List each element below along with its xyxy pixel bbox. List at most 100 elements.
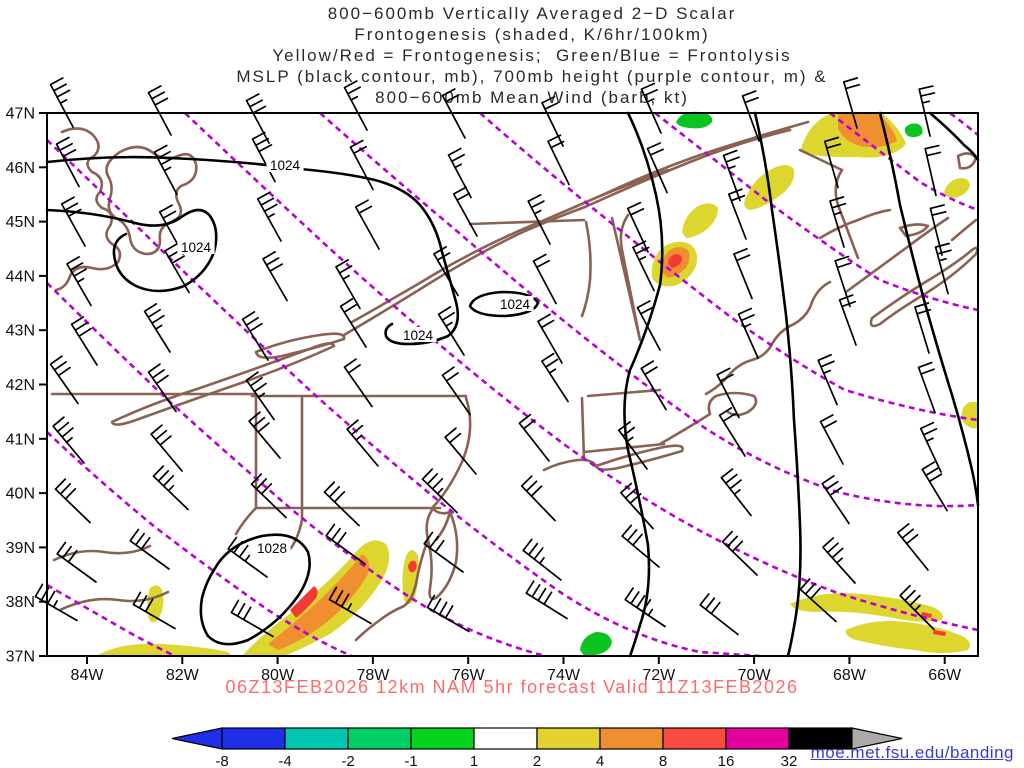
- wind-barb: [245, 93, 270, 144]
- cape-cod: [658, 391, 758, 446]
- shaded-region: [408, 560, 417, 573]
- lon-tick-label: 70W: [738, 667, 772, 684]
- wind-barb: [646, 142, 668, 194]
- height-contour: [479, 112, 979, 422]
- wind-barb: [129, 528, 170, 570]
- long-island: [594, 444, 684, 471]
- shaded-region: [676, 111, 713, 129]
- wind-barb: [716, 367, 740, 419]
- wind-barb: [250, 473, 287, 519]
- mslp-contour-east-4: [928, 111, 980, 162]
- height-contour: [184, 112, 979, 632]
- vt-nh-border: [610, 213, 642, 342]
- ny-pa-border: [50, 392, 468, 398]
- wind-barb: [444, 427, 477, 475]
- wind-barb: [150, 424, 183, 472]
- colorbar-box: [410, 727, 475, 750]
- wv-border: [286, 394, 304, 554]
- shaded-region: [290, 586, 318, 618]
- wind-barb: [718, 407, 746, 457]
- wind-barb: [248, 411, 281, 459]
- colorbar-box: [221, 727, 286, 750]
- wind-barb: [49, 77, 74, 128]
- wind-barb: [537, 313, 563, 364]
- height-contour: [654, 111, 979, 312]
- wind-barb: [541, 352, 569, 403]
- lat-tick-label: 47N: [6, 106, 35, 123]
- shaded-region: [933, 630, 946, 636]
- shaded-region: [580, 632, 612, 656]
- wind-barb: [929, 204, 947, 256]
- colorbar-box: [347, 727, 412, 750]
- site-link[interactable]: moe.met.fsu.edu/banding: [810, 743, 1014, 762]
- colorbar: -8 -4 -2 -1 1 2 4 8 16 32: [171, 727, 903, 768]
- lat-tick-label: 37N: [6, 649, 35, 666]
- colorbar-box: [662, 727, 727, 750]
- wind-barb: [70, 316, 98, 366]
- wind-barb: [838, 294, 857, 346]
- wind-barb: [899, 584, 935, 631]
- lon-tick-label: 78W: [356, 667, 390, 684]
- wind-barb: [896, 523, 929, 571]
- lon-tick-label: 66W: [928, 667, 962, 684]
- mslp-contour-east-2: [753, 111, 802, 658]
- wind-barb: [251, 131, 276, 183]
- colorbar-tick-label: -4: [278, 753, 291, 768]
- contour-label: 1028: [257, 541, 287, 556]
- wind-barb: [721, 530, 758, 576]
- wind-barb: [741, 90, 760, 142]
- st-lawrence-estuary-north: [598, 120, 810, 198]
- wind-barb: [527, 194, 551, 245]
- wind-barb: [49, 355, 79, 405]
- contour-label: 1024: [270, 158, 301, 173]
- colorbar-right-arrow: [851, 727, 903, 750]
- lat-tick-label: 44N: [6, 268, 35, 285]
- height-contour: [829, 111, 979, 212]
- wind-barb: [640, 360, 667, 411]
- wind-barb: [914, 302, 932, 354]
- lat-tick-label: 40N: [6, 486, 35, 503]
- mslp-contour-1024-north: [45, 155, 460, 346]
- wind-barb: [720, 468, 752, 517]
- colorbar-left-arrow: [171, 727, 223, 750]
- wind-barb: [143, 303, 171, 353]
- wind-barb: [55, 136, 80, 188]
- wind-barb: [153, 144, 178, 196]
- lon-tick-label: 72W: [642, 667, 676, 684]
- wind-barb: [624, 587, 666, 628]
- wind-barb: [421, 468, 458, 514]
- wind-barb: [158, 204, 184, 255]
- colorbar-tick-label: 4: [596, 753, 604, 768]
- wind-barb: [834, 255, 852, 308]
- wind-barb: [626, 201, 649, 253]
- lake-ontario: [254, 332, 346, 360]
- colorbar-tick-label: 1: [470, 753, 478, 768]
- title-line-4: MSLP (black contour, mb), 700mb height (…: [236, 67, 828, 86]
- wind-barb: [617, 421, 648, 470]
- wind-barb-layer: [34, 77, 952, 638]
- wind-barb: [132, 591, 176, 630]
- wind-barb: [727, 188, 747, 240]
- lon-tick-label: 74W: [547, 667, 581, 684]
- wind-barb: [823, 136, 842, 189]
- lon-tick-label: 82W: [166, 667, 200, 684]
- contour-label: 1024: [403, 328, 434, 343]
- title-line-1: 800−600mb Vertically Averaged 2−D Scalar: [327, 4, 737, 23]
- bay-of-fundy: [844, 216, 950, 294]
- colorbar-box: [599, 727, 664, 750]
- me-nb-border: [798, 148, 860, 260]
- wind-barb: [164, 243, 190, 294]
- wind-barb: [525, 580, 568, 620]
- colorbar-tick-label: -2: [341, 753, 354, 768]
- contour-label-mask: [496, 296, 534, 311]
- wind-barb: [452, 186, 478, 237]
- wind-barb: [349, 139, 374, 191]
- colorbar-box: [536, 727, 601, 750]
- wind-barb: [354, 199, 380, 250]
- wind-barb: [917, 361, 936, 414]
- title-line-5: 800−600mb Mean Wind (barb, kt): [375, 88, 689, 107]
- ny-canada-border: [468, 218, 586, 226]
- lat-tick-label: 39N: [6, 540, 35, 557]
- wind-barb: [152, 465, 189, 511]
